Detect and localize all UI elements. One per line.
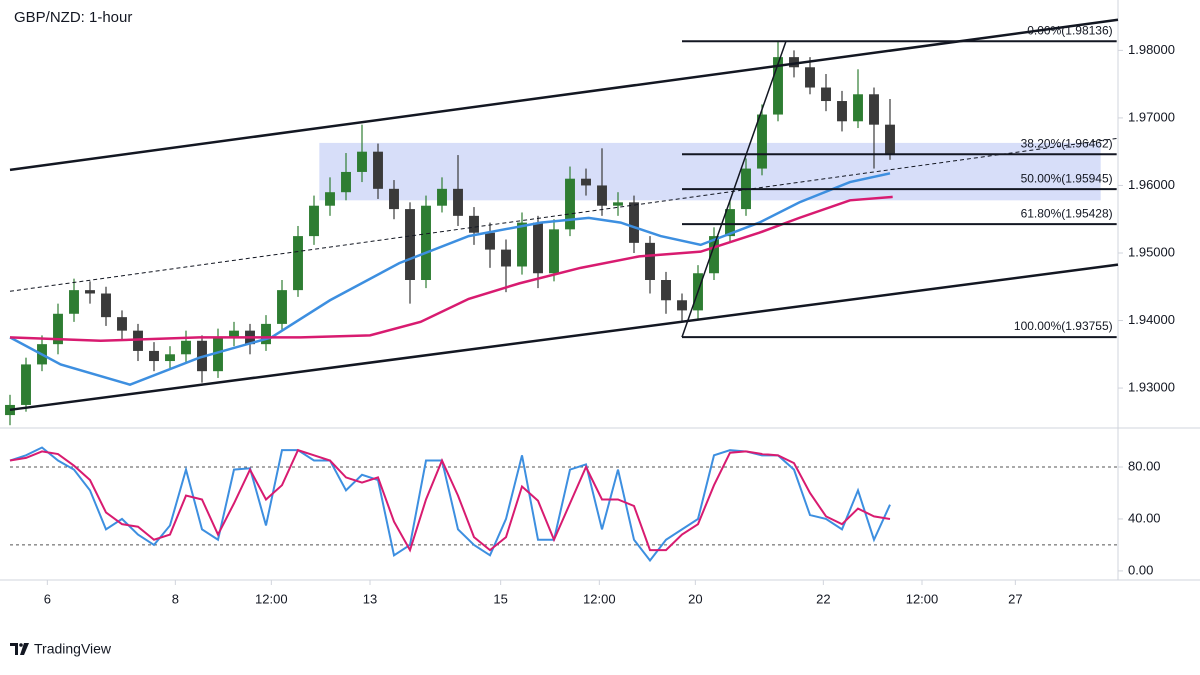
candle-body xyxy=(469,215,479,233)
candle-body xyxy=(709,236,719,274)
y-tick-label: 1.93000 xyxy=(1128,379,1175,394)
candle-body xyxy=(293,236,303,291)
x-tick-label: 12:00 xyxy=(906,591,939,606)
candle-body xyxy=(357,151,367,172)
candle-body xyxy=(613,202,623,206)
y-tick-label: 0.00 xyxy=(1128,562,1153,577)
candle-body xyxy=(869,94,879,125)
candle-body xyxy=(421,205,431,281)
fib-label: 100.00%(1.93755) xyxy=(1014,319,1113,333)
y-tick-label: 1.95000 xyxy=(1128,244,1175,259)
candle-body xyxy=(789,57,799,68)
candle-body xyxy=(309,205,319,237)
y-tick-label: 1.97000 xyxy=(1128,109,1175,124)
plot-layer: 6 8 12:00 13 15 12:00 20 22 12:00 27 1.98000 1.9700… xyxy=(5,18,1175,606)
moving-average xyxy=(9,195,893,343)
candle-body xyxy=(53,313,63,345)
candle-body xyxy=(501,249,511,267)
x-tick-label: 27 xyxy=(1008,591,1022,606)
fib-label: 38.20%(1.96462) xyxy=(1021,136,1113,150)
candle-body xyxy=(853,94,863,122)
candle-body xyxy=(453,188,463,216)
candle-body xyxy=(5,404,15,416)
candle-body xyxy=(261,323,271,345)
x-tick-label: 12:00 xyxy=(255,591,288,606)
x-tick-label: 22 xyxy=(816,591,830,606)
trend-line xyxy=(9,18,1119,172)
candle-body xyxy=(101,293,111,318)
trend-line xyxy=(9,263,1119,412)
candle-body xyxy=(581,178,591,186)
candle-body xyxy=(757,114,767,169)
brand-name: TradingView xyxy=(34,641,112,657)
candle-body xyxy=(21,364,31,405)
x-tick-label: 6 xyxy=(44,591,51,606)
candle-body xyxy=(85,290,95,294)
candle-body xyxy=(837,101,847,122)
candle-body xyxy=(549,229,559,274)
fib-label: 61.80%(1.95428) xyxy=(1021,206,1113,220)
chart-title: GBP/NZD: 1-hour xyxy=(14,9,132,26)
candle-body xyxy=(677,300,687,311)
moving-average xyxy=(9,172,891,386)
y-tick-label: 40.00 xyxy=(1128,510,1161,525)
candle-body xyxy=(565,178,575,230)
fib-zone xyxy=(319,142,1101,201)
x-tick-label: 15 xyxy=(493,591,507,606)
candle-body xyxy=(341,171,351,193)
logo-dot xyxy=(19,643,23,647)
candle-body xyxy=(389,188,399,210)
candle-body xyxy=(645,242,655,281)
logo xyxy=(10,643,29,655)
stochastic-line xyxy=(9,448,891,553)
candle-body xyxy=(485,232,495,250)
candle-body xyxy=(821,87,831,102)
candle-body xyxy=(133,330,143,351)
y-tick-label: 1.98000 xyxy=(1128,42,1175,57)
candle-body xyxy=(405,209,415,281)
candle-body xyxy=(69,290,79,314)
candle-body xyxy=(629,202,639,243)
candle-body xyxy=(437,188,447,206)
x-tick-label: 20 xyxy=(688,591,702,606)
candle-body xyxy=(773,57,783,115)
candle-body xyxy=(149,350,159,362)
logo-slash xyxy=(20,643,29,655)
x-tick-label: 12:00 xyxy=(583,591,616,606)
y-tick-label: 1.94000 xyxy=(1128,312,1175,327)
candle-body xyxy=(373,151,383,189)
candle-body xyxy=(117,317,127,331)
candle-body xyxy=(805,67,815,88)
x-tick-label: 8 xyxy=(172,591,179,606)
candle-body xyxy=(325,192,335,206)
fib-label: 50.00%(1.95945) xyxy=(1021,171,1113,185)
candle-body xyxy=(597,185,607,206)
candle-body xyxy=(277,290,287,324)
candle-body xyxy=(661,280,671,301)
candle-body xyxy=(517,222,527,267)
y-tick-label: 1.96000 xyxy=(1128,177,1175,192)
x-tick-label: 13 xyxy=(363,591,377,606)
candle-body xyxy=(213,337,223,372)
logo-mark xyxy=(10,643,18,655)
fib-label: 0.00%(1.98136) xyxy=(1027,23,1112,37)
trend-line xyxy=(9,137,1119,292)
y-tick-label: 80.00 xyxy=(1128,458,1161,473)
candle-body xyxy=(165,354,175,362)
candle-body xyxy=(229,330,239,338)
candle-body xyxy=(725,209,735,237)
candle-body xyxy=(885,124,895,156)
candle-body xyxy=(181,340,191,355)
candle-body xyxy=(533,222,543,274)
